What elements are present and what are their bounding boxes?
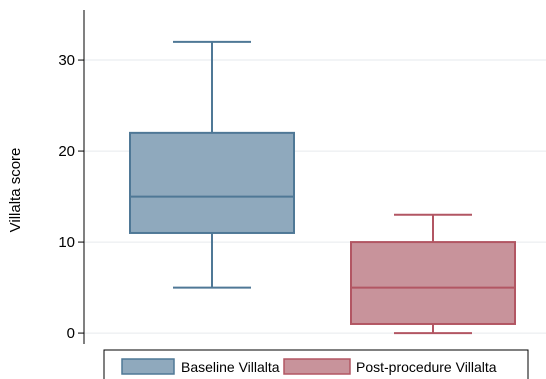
box-1 bbox=[129, 40, 295, 289]
y-axis-title: Villalta score bbox=[7, 148, 24, 233]
iqr-box bbox=[129, 131, 295, 234]
legend-swatch bbox=[121, 358, 175, 375]
legend-label: Post-procedure Villalta bbox=[356, 359, 497, 375]
iqr-box bbox=[350, 241, 516, 325]
box-2 bbox=[350, 213, 516, 335]
boxes bbox=[129, 40, 516, 335]
y-tick-label: 30 bbox=[58, 52, 75, 69]
legend-label: Baseline Villalta bbox=[181, 359, 280, 375]
y-tick-label: 20 bbox=[58, 143, 75, 160]
y-axis: 0 10 20 30 bbox=[58, 10, 85, 344]
y-tick-label: 0 bbox=[67, 325, 75, 342]
legend: Baseline Villalta Post-procedure Villalta bbox=[103, 349, 529, 379]
legend-swatch bbox=[283, 358, 351, 375]
y-tick-label: 10 bbox=[58, 234, 75, 251]
